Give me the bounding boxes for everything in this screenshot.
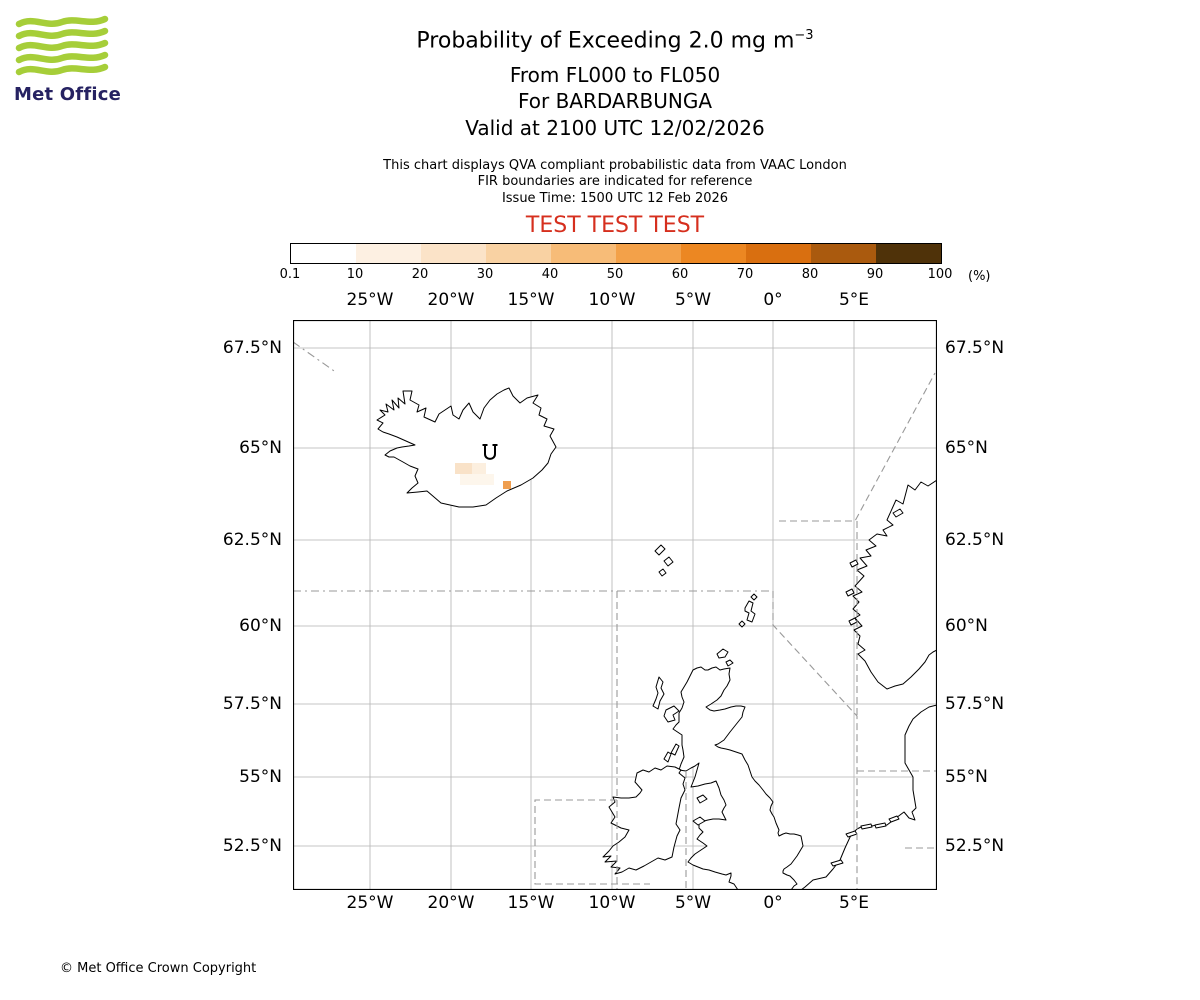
met-office-waves-icon <box>15 15 109 76</box>
lon-labels-top: 25°W 20°W 15°W 10°W 5°W 0° 5°E <box>293 290 937 312</box>
legend-unit-label: (%) <box>968 269 991 284</box>
legend-segment <box>616 244 681 263</box>
coastline-iceland <box>376 387 557 508</box>
map-border <box>293 320 937 890</box>
lat-labels-right: 67.5°N 65°N 62.5°N 60°N 57.5°N 55°N 52.5°N <box>945 320 1097 890</box>
grid-lines <box>293 320 937 890</box>
legend-tick-label: 90 <box>866 267 884 282</box>
copyright-text: © Met Office Crown Copyright <box>60 961 257 976</box>
coastline-small-islands <box>652 508 904 867</box>
legend-tick-label: 60 <box>671 267 689 282</box>
lon-label: 5°W <box>674 893 712 913</box>
ash-probability-cells <box>455 463 511 489</box>
ash-cell <box>455 463 472 474</box>
legend-segment <box>421 244 486 263</box>
legend-ticks: 0.1 10 20 30 40 50 60 70 80 90 100 <box>280 267 953 283</box>
legend-tick-label: 80 <box>801 267 819 282</box>
ash-cell <box>472 463 486 474</box>
lon-labels-bottom: 25°W 20°W 15°W 10°W 5°W 0° 5°E <box>293 893 937 915</box>
legend-tick-label: 40 <box>541 267 559 282</box>
ash-cell <box>503 481 511 489</box>
legend-segment <box>291 244 356 263</box>
lat-label: 67.5°N <box>945 338 1005 358</box>
page-title: Probability of Exceeding 2.0 mg m−3 <box>30 28 1200 53</box>
legend-tick-label: 20 <box>411 267 429 282</box>
lat-label: 55°N <box>239 767 282 787</box>
map-canvas <box>293 320 937 890</box>
title-superscript: −3 <box>794 28 814 43</box>
lat-label: 67.5°N <box>222 338 282 358</box>
note-fir: FIR boundaries are indicated for referen… <box>477 174 753 189</box>
coastlines <box>376 387 937 890</box>
lon-label: 15°W <box>507 893 555 913</box>
lat-label: 60°N <box>239 616 282 636</box>
lon-label: 5°E <box>838 290 870 310</box>
lat-label: 65°N <box>239 438 282 458</box>
lon-label: 5°W <box>674 290 712 310</box>
volcano-icon <box>482 444 498 460</box>
subtitle-volcano: For BARDARBUNGA <box>517 89 713 113</box>
legend-segment <box>811 244 876 263</box>
logo-text: Met Office <box>14 84 122 105</box>
lon-label: 0° <box>763 290 783 310</box>
lon-label: 20°W <box>427 893 475 913</box>
coastline-ireland <box>602 765 686 875</box>
lon-label: 0° <box>763 893 783 913</box>
lat-label: 62.5°N <box>945 530 1005 550</box>
title-main: Probability of Exceeding 2.0 mg m <box>416 28 795 54</box>
lat-label: 57.5°N <box>945 694 1005 714</box>
legend-tick-label: 70 <box>736 267 754 282</box>
lat-label: 60°N <box>945 616 988 636</box>
lat-label: 52.5°N <box>945 836 1005 856</box>
lon-label: 5°E <box>838 893 870 913</box>
lon-label: 15°W <box>507 290 555 310</box>
lat-label: 57.5°N <box>222 694 282 714</box>
lat-label: 55°N <box>945 767 988 787</box>
fir-boundary <box>772 591 858 890</box>
legend-segment <box>746 244 811 263</box>
legend-bar <box>290 243 942 264</box>
lat-label: 65°N <box>945 438 988 458</box>
legend-segment <box>876 244 941 263</box>
lon-label: 20°W <box>427 290 475 310</box>
fir-boundary <box>779 372 936 522</box>
subtitle-flight-levels: From FL000 to FL050 <box>509 63 721 87</box>
lat-labels-left: 67.5°N 65°N 62.5°N 60°N 57.5°N 55°N 52.5°N <box>130 320 282 890</box>
fir-boundary <box>534 799 650 885</box>
legend-tick-label: 50 <box>606 267 624 282</box>
coastline-continent <box>800 704 937 890</box>
legend-tick-label: 30 <box>476 267 494 282</box>
note-issue-time: Issue Time: 1500 UTC 12 Feb 2026 <box>501 191 729 206</box>
legend-segment <box>356 244 421 263</box>
lon-label: 10°W <box>588 893 636 913</box>
coastline-great-britain <box>672 666 804 890</box>
legend-segment <box>486 244 551 263</box>
ash-cell <box>460 474 494 485</box>
lon-label: 25°W <box>346 893 394 913</box>
note-qva: This chart displays QVA compliant probab… <box>383 158 847 173</box>
met-office-logo: Met Office <box>14 14 144 105</box>
lat-label: 62.5°N <box>222 530 282 550</box>
lat-label: 52.5°N <box>222 836 282 856</box>
lon-label: 25°W <box>346 290 394 310</box>
fir-boundaries <box>293 341 937 890</box>
test-banner: TEST TEST TEST <box>525 213 705 238</box>
legend-segment <box>551 244 616 263</box>
legend-tick-label: 100 <box>927 267 953 282</box>
lon-label: 10°W <box>588 290 636 310</box>
subtitle-valid-time: Valid at 2100 UTC 12/02/2026 <box>465 116 765 140</box>
legend-segment <box>681 244 746 263</box>
legend-tick-label: 0.1 <box>279 267 301 282</box>
fir-boundary <box>293 341 338 374</box>
coastline-norway <box>852 479 937 690</box>
legend-tick-label: 10 <box>346 267 364 282</box>
